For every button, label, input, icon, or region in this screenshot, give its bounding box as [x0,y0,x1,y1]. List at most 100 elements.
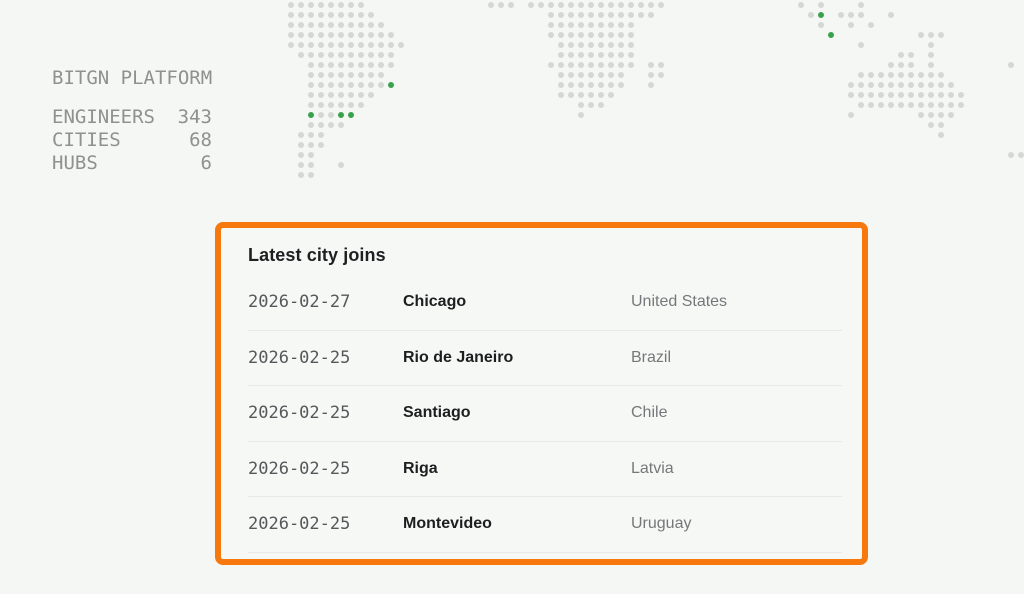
city-dot [348,22,354,28]
city-dot [608,22,614,28]
city-dot [388,32,394,38]
city-dot [388,52,394,58]
city-dot [928,122,934,128]
city-dot [338,82,344,88]
city-dot [598,12,604,18]
city-dot [318,42,324,48]
city-dot [848,112,854,118]
city-dot [308,22,314,28]
city-dot [298,162,304,168]
city-dot [378,62,384,68]
city-dot [578,2,584,8]
city-dot [298,142,304,148]
city-dot [338,32,344,38]
city-dot [578,32,584,38]
city-dot [618,72,624,78]
city-dot [368,82,374,88]
city-dot [588,62,594,68]
city-dot [368,22,374,28]
city-dot [338,102,344,108]
city-dot [628,2,634,8]
city-dot [338,22,344,28]
city-dot [618,82,624,88]
city-dot [308,2,314,8]
city-name: Riga [403,459,438,477]
city-dot [558,72,564,78]
city-dot [398,42,404,48]
city-dot [888,102,894,108]
city-dot [598,72,604,78]
platform-stats-list: ENGINEERS 343 CITIES 68 HUBS 6 [52,106,212,175]
city-dot [878,72,884,78]
city-dot [578,102,584,108]
stat-value: 6 [200,152,212,174]
city-dot [318,102,324,108]
city-dot [608,82,614,88]
city-dot [298,152,304,158]
city-dot [508,2,514,8]
city-dot [378,22,384,28]
city-dot [378,82,384,88]
city-dot [618,62,624,68]
city-dot [328,12,334,18]
city-dot [858,82,864,88]
city-dot [908,82,914,88]
city-dot [928,112,934,118]
city-dot [318,32,324,38]
city-dot [938,92,944,98]
city-dot [348,42,354,48]
city-dot [858,92,864,98]
city-dot [318,122,324,128]
city-dot [378,42,384,48]
city-dot [1008,62,1014,68]
city-dot [798,2,804,8]
city-dot [288,32,294,38]
city-dot [308,142,314,148]
city-dot [568,62,574,68]
city-dot [348,102,354,108]
city-dot [618,2,624,8]
city-dot [358,62,364,68]
city-dot [938,72,944,78]
city-dot [868,92,874,98]
city-dot [918,82,924,88]
city-dot [358,12,364,18]
stat-value: 343 [177,106,212,128]
city-dot [318,12,324,18]
city-dot [608,62,614,68]
city-dot [888,72,894,78]
city-dot [338,2,344,8]
city-dot [328,52,334,58]
city-dot [358,52,364,58]
city-dot [558,32,564,38]
latest-city-joins-panel: Latest city joins 2026-02-27 Chicago Uni… [215,222,868,565]
hub-dot [828,32,834,38]
city-dot [1018,152,1024,158]
city-dot [618,52,624,58]
city-dot [348,32,354,38]
city-dot [598,22,604,28]
city-dot [608,92,614,98]
city-dot [548,2,554,8]
city-dot [558,52,564,58]
city-dot [948,102,954,108]
city-dot [878,102,884,108]
city-dot [558,22,564,28]
join-date: 2026-02-25 [248,347,351,368]
country-name: Uruguay [631,515,692,533]
city-dot [388,62,394,68]
city-join-row: 2026-02-25 Rio de Janeiro Brazil [248,331,842,386]
city-dot [588,2,594,8]
city-dot [578,92,584,98]
city-dot [588,92,594,98]
city-dot [308,42,314,48]
city-dot [928,42,934,48]
hub-dot [348,112,354,118]
platform-stats: BITGN PLATFORM ENGINEERS 343 CITIES 68 H… [52,67,212,175]
stat-row: ENGINEERS 343 [52,106,212,129]
city-dot [588,12,594,18]
hub-dot [308,112,314,118]
city-dot [328,82,334,88]
city-dot [598,102,604,108]
city-dot [308,92,314,98]
